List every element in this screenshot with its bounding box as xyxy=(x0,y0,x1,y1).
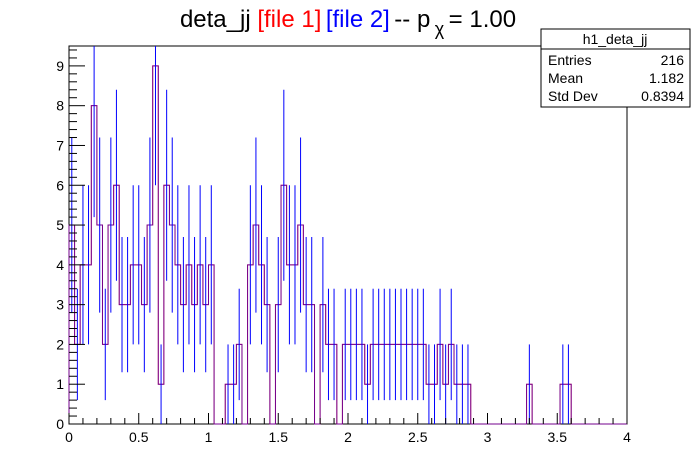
x-tick-label: 3.5 xyxy=(548,429,568,445)
stats-box-name: h1_deta_jj xyxy=(583,31,648,47)
stats-entries-value: 216 xyxy=(661,52,685,68)
stats-mean-label: Mean xyxy=(548,70,583,86)
axis-layer: 0 0.5 1 1.5 2 2.5 3 3.5 4 0 1 2 3 4 5 6 7 8 9 xyxy=(56,49,631,445)
x-tick-label: 1 xyxy=(205,429,213,445)
stats-mean-value: 1.182 xyxy=(649,70,684,86)
x-tick-label: 0.5 xyxy=(129,429,149,445)
title-suffix-2: = 1.00 xyxy=(449,6,516,33)
title-suffix-1: -- p xyxy=(394,6,430,33)
y-tick-label: 6 xyxy=(56,177,64,193)
title-subscript: χ xyxy=(435,19,445,39)
x-tick-label: 2 xyxy=(344,429,352,445)
x-tick-label: 3 xyxy=(484,429,492,445)
stats-box: h1_deta_jj Entries 216 Mean 1.182 Std De… xyxy=(540,28,691,108)
x-tick-label: 0 xyxy=(65,429,73,445)
x-tick-label: 4 xyxy=(623,429,631,445)
title-file2: [file 2] xyxy=(326,6,390,33)
y-tick-label: 0 xyxy=(56,416,64,432)
stats-entries-label: Entries xyxy=(548,52,592,68)
series-file2-line xyxy=(68,65,627,425)
y-tick-label: 4 xyxy=(56,257,64,273)
x-tick-label: 1.5 xyxy=(269,429,289,445)
series-layer xyxy=(68,46,627,425)
y-tick-label: 2 xyxy=(56,336,64,352)
y-tick-label: 5 xyxy=(56,217,64,233)
y-tick-label: 3 xyxy=(56,297,64,313)
title-file1: [file 1] xyxy=(257,6,321,33)
y-tick-label: 1 xyxy=(56,376,64,392)
y-tick-label: 8 xyxy=(56,98,64,114)
chart-title: deta_jj [file 1] [file 2] -- p χ = 1.00 xyxy=(180,6,516,39)
y-tick-label: 7 xyxy=(56,137,64,153)
y-tick-label: 9 xyxy=(56,58,64,74)
stats-stddev-label: Std Dev xyxy=(548,88,598,104)
stats-box-frame xyxy=(540,28,691,108)
title-prefix: deta_jj xyxy=(180,6,257,33)
x-tick-label: 2.5 xyxy=(408,429,428,445)
stats-stddev-value: 0.8394 xyxy=(641,88,684,104)
